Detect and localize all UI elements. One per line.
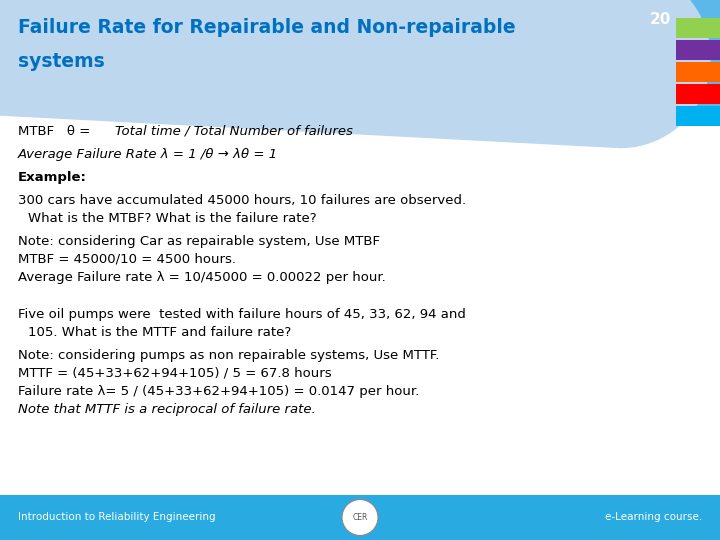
Bar (676, 18, 720, 38)
Text: systems: systems (18, 52, 104, 71)
Bar (676, 106, 720, 126)
Circle shape (342, 500, 378, 536)
Text: e-Learning course.: e-Learning course. (605, 512, 702, 523)
Text: Note: considering Car as repairable system, Use MTBF: Note: considering Car as repairable syst… (18, 235, 380, 248)
Text: Average Failure rate λ = 10/45000 = 0.00022 per hour.: Average Failure rate λ = 10/45000 = 0.00… (18, 271, 386, 284)
Text: MTBF = 45000/10 = 4500 hours.: MTBF = 45000/10 = 4500 hours. (18, 253, 236, 266)
Polygon shape (0, 0, 710, 147)
Text: 20: 20 (649, 12, 671, 27)
Text: Note: considering pumps as non repairable systems, Use MTTF.: Note: considering pumps as non repairabl… (18, 349, 439, 362)
Bar (0, 0, 720, 115)
Text: Failure rate λ= 5 / (45+33+62+94+105) = 0.0147 per hour.: Failure rate λ= 5 / (45+33+62+94+105) = … (18, 385, 419, 398)
Text: MTBF   θ =: MTBF θ = (18, 125, 94, 138)
Text: Total time / Total Number of failures: Total time / Total Number of failures (115, 125, 353, 138)
Bar (0, 0, 660, 115)
Text: Five oil pumps were  tested with failure hours of 45, 33, 62, 94 and: Five oil pumps were tested with failure … (18, 308, 466, 321)
Text: Example:: Example: (18, 171, 87, 184)
Text: What is the MTBF? What is the failure rate?: What is the MTBF? What is the failure ra… (28, 212, 317, 225)
Text: Note that MTTF is a reciprocal of failure rate.: Note that MTTF is a reciprocal of failur… (18, 403, 316, 416)
Bar (0, 495, 720, 540)
Text: 105. What is the MTTF and failure rate?: 105. What is the MTTF and failure rate? (28, 326, 292, 339)
Text: 300 cars have accumulated 45000 hours, 10 failures are observed.: 300 cars have accumulated 45000 hours, 1… (18, 194, 466, 207)
Bar (676, 84, 720, 104)
Text: CER: CER (352, 513, 368, 522)
Text: Average Failure Rate λ = 1 /θ → λθ = 1: Average Failure Rate λ = 1 /θ → λθ = 1 (18, 148, 278, 161)
Text: MTTF = (45+33+62+94+105) / 5 = 67.8 hours: MTTF = (45+33+62+94+105) / 5 = 67.8 hour… (18, 367, 332, 380)
Text: Introduction to Reliability Engineering: Introduction to Reliability Engineering (18, 512, 215, 523)
Bar (676, 40, 720, 60)
Text: Failure Rate for Repairable and Non-repairable: Failure Rate for Repairable and Non-repa… (18, 18, 516, 37)
Bar (676, 62, 720, 82)
